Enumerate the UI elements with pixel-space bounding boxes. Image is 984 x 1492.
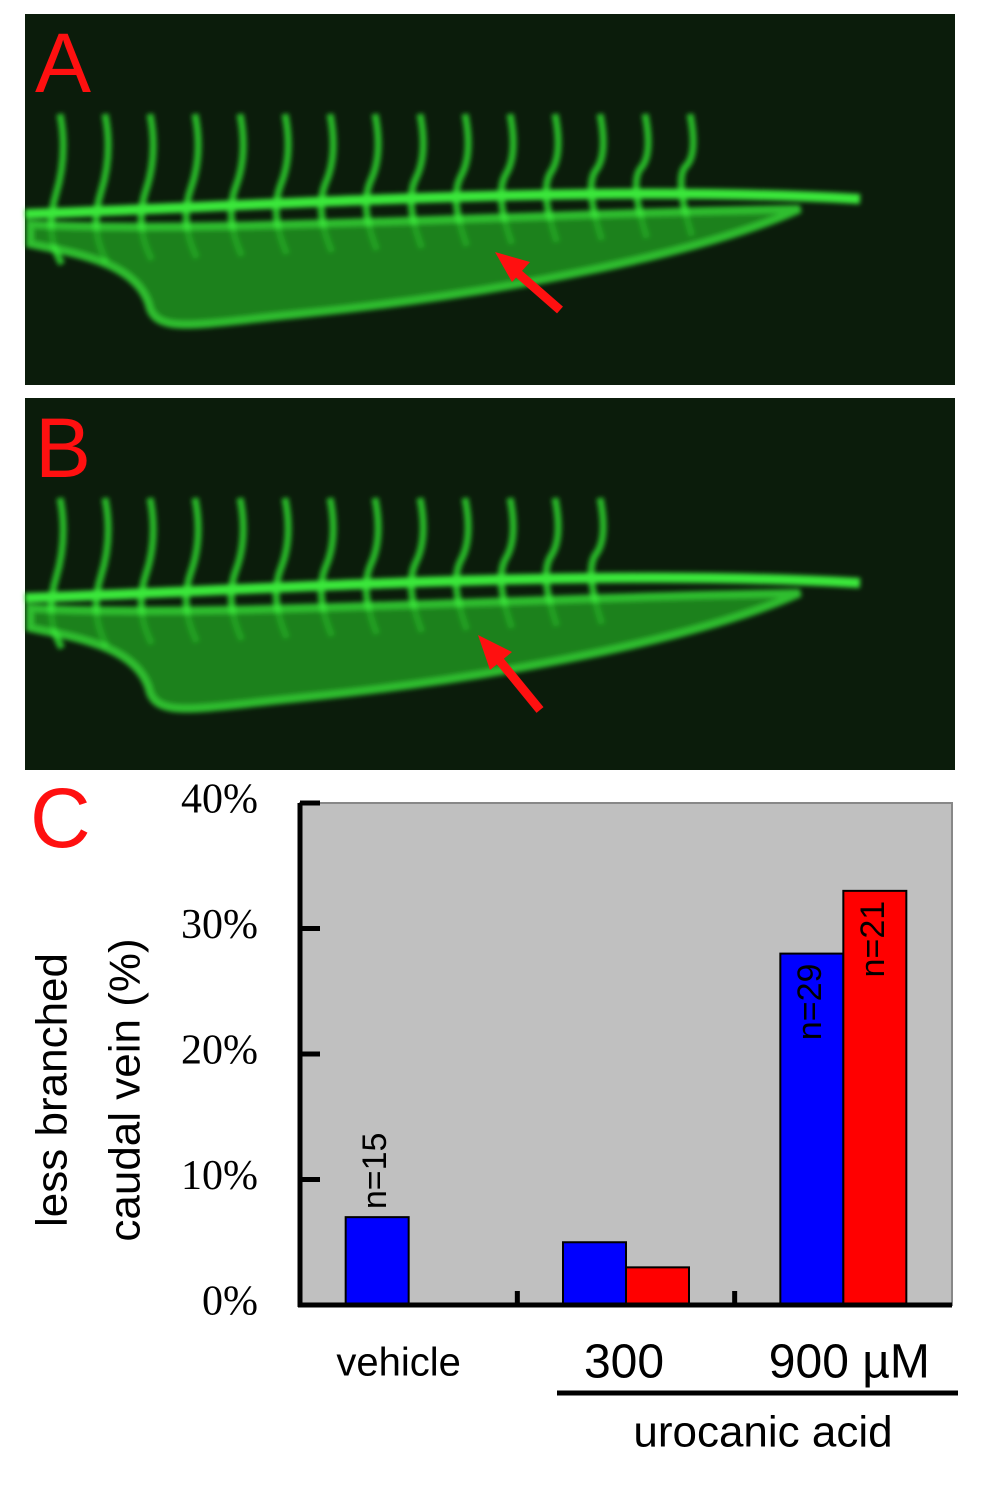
y-axis-label: less branched	[28, 953, 77, 1227]
bar	[562, 1241, 627, 1306]
n-label: n=21	[854, 901, 892, 978]
y-tick-label: 10%	[181, 1153, 258, 1199]
y-tick-label: 20%	[181, 1028, 258, 1074]
plexus	[26, 589, 802, 713]
axial-vessel	[24, 188, 861, 219]
plexus	[26, 205, 802, 329]
arrow-b	[478, 635, 544, 713]
vessels-b	[24, 497, 861, 713]
n-label: n=15	[356, 1133, 394, 1210]
panel-label: A	[35, 16, 91, 110]
arrow-a	[495, 252, 563, 314]
y-tick-label: 40%	[181, 777, 258, 823]
y-tick-label: 30%	[181, 902, 258, 948]
bar	[344, 1216, 410, 1307]
bar	[625, 1266, 690, 1306]
y-tick-label: 0%	[202, 1279, 258, 1325]
group-label: urocanic acid	[633, 1408, 892, 1457]
x-tick-label: vehicle	[336, 1341, 461, 1385]
axial-vessel	[24, 572, 861, 603]
x-tick-label: 900 µM	[769, 1336, 930, 1389]
panel-label: C	[30, 771, 91, 865]
x-tick-label: 300	[584, 1336, 664, 1389]
bar	[842, 889, 908, 1306]
segment-vessel	[677, 113, 697, 238]
vessels-a	[24, 113, 861, 329]
y-axis-label: caudal vein (%)	[101, 938, 150, 1241]
panel-label: B	[35, 401, 91, 495]
n-label: n=29	[791, 964, 829, 1041]
